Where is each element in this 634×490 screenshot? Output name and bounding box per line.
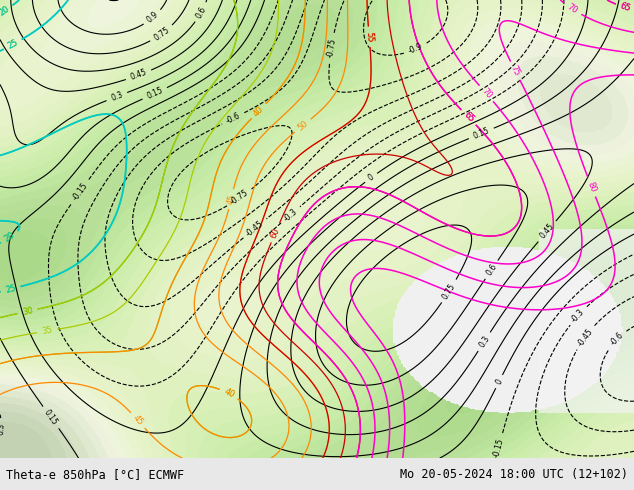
Text: 0.45: 0.45 — [129, 68, 148, 82]
Text: -0.6: -0.6 — [224, 111, 242, 126]
Text: 45: 45 — [131, 414, 145, 427]
Text: 0.6: 0.6 — [194, 5, 208, 20]
Text: -0.75: -0.75 — [229, 189, 250, 207]
Text: 65: 65 — [462, 110, 476, 124]
Text: 65: 65 — [462, 110, 476, 124]
Text: 30: 30 — [22, 306, 34, 317]
Text: 0: 0 — [366, 172, 376, 183]
Text: 40: 40 — [252, 104, 266, 118]
Text: 55: 55 — [365, 31, 374, 42]
Text: 45: 45 — [226, 193, 236, 205]
Text: 40: 40 — [223, 387, 236, 400]
Text: 40: 40 — [252, 104, 266, 118]
Text: 0.45: 0.45 — [538, 222, 556, 241]
Text: -0.15: -0.15 — [492, 437, 506, 458]
Text: 25: 25 — [6, 38, 20, 51]
Text: 25: 25 — [6, 38, 20, 51]
Text: 0.3: 0.3 — [0, 423, 6, 435]
Text: -0.45: -0.45 — [576, 326, 595, 348]
Text: 65: 65 — [619, 2, 632, 14]
Text: 0.75: 0.75 — [441, 282, 458, 301]
Text: 65: 65 — [619, 2, 632, 14]
Text: -0.3: -0.3 — [570, 307, 586, 324]
Text: 25: 25 — [4, 283, 17, 295]
Text: 75: 75 — [509, 64, 522, 77]
Text: 55: 55 — [365, 31, 374, 42]
Text: 0.15: 0.15 — [42, 408, 60, 427]
Text: -0.45: -0.45 — [245, 219, 266, 238]
Text: 70: 70 — [479, 87, 493, 100]
Text: Mo 20-05-2024 18:00 UTC (12+102): Mo 20-05-2024 18:00 UTC (12+102) — [399, 467, 628, 481]
Text: 20: 20 — [3, 231, 16, 244]
Text: 25: 25 — [4, 283, 17, 295]
Text: 50: 50 — [296, 119, 309, 132]
Text: 0.3: 0.3 — [110, 90, 124, 103]
Text: 20: 20 — [3, 231, 16, 244]
Text: -0.6: -0.6 — [609, 331, 626, 348]
Text: 30: 30 — [22, 306, 34, 317]
Text: 35: 35 — [41, 326, 53, 336]
Text: 40: 40 — [223, 387, 236, 400]
Text: 20: 20 — [0, 4, 11, 18]
Text: 70: 70 — [566, 2, 579, 16]
Text: -0.15: -0.15 — [71, 181, 89, 202]
Text: Theta-e 850hPa [°C] ECMWF: Theta-e 850hPa [°C] ECMWF — [6, 467, 184, 481]
Text: 0.15: 0.15 — [472, 126, 491, 141]
Text: 0.15: 0.15 — [145, 86, 164, 101]
Text: -0.9: -0.9 — [407, 42, 424, 56]
Text: -0.3: -0.3 — [282, 207, 299, 223]
Text: 80: 80 — [586, 180, 598, 194]
Text: 0.6: 0.6 — [484, 262, 499, 277]
Text: 0: 0 — [494, 377, 504, 386]
Text: 20: 20 — [0, 4, 11, 18]
Text: 0.9: 0.9 — [145, 10, 160, 25]
Text: 0.75: 0.75 — [152, 25, 171, 42]
Text: 0.3: 0.3 — [477, 334, 491, 349]
Text: -0.75: -0.75 — [326, 37, 337, 58]
Text: 60: 60 — [269, 226, 281, 240]
